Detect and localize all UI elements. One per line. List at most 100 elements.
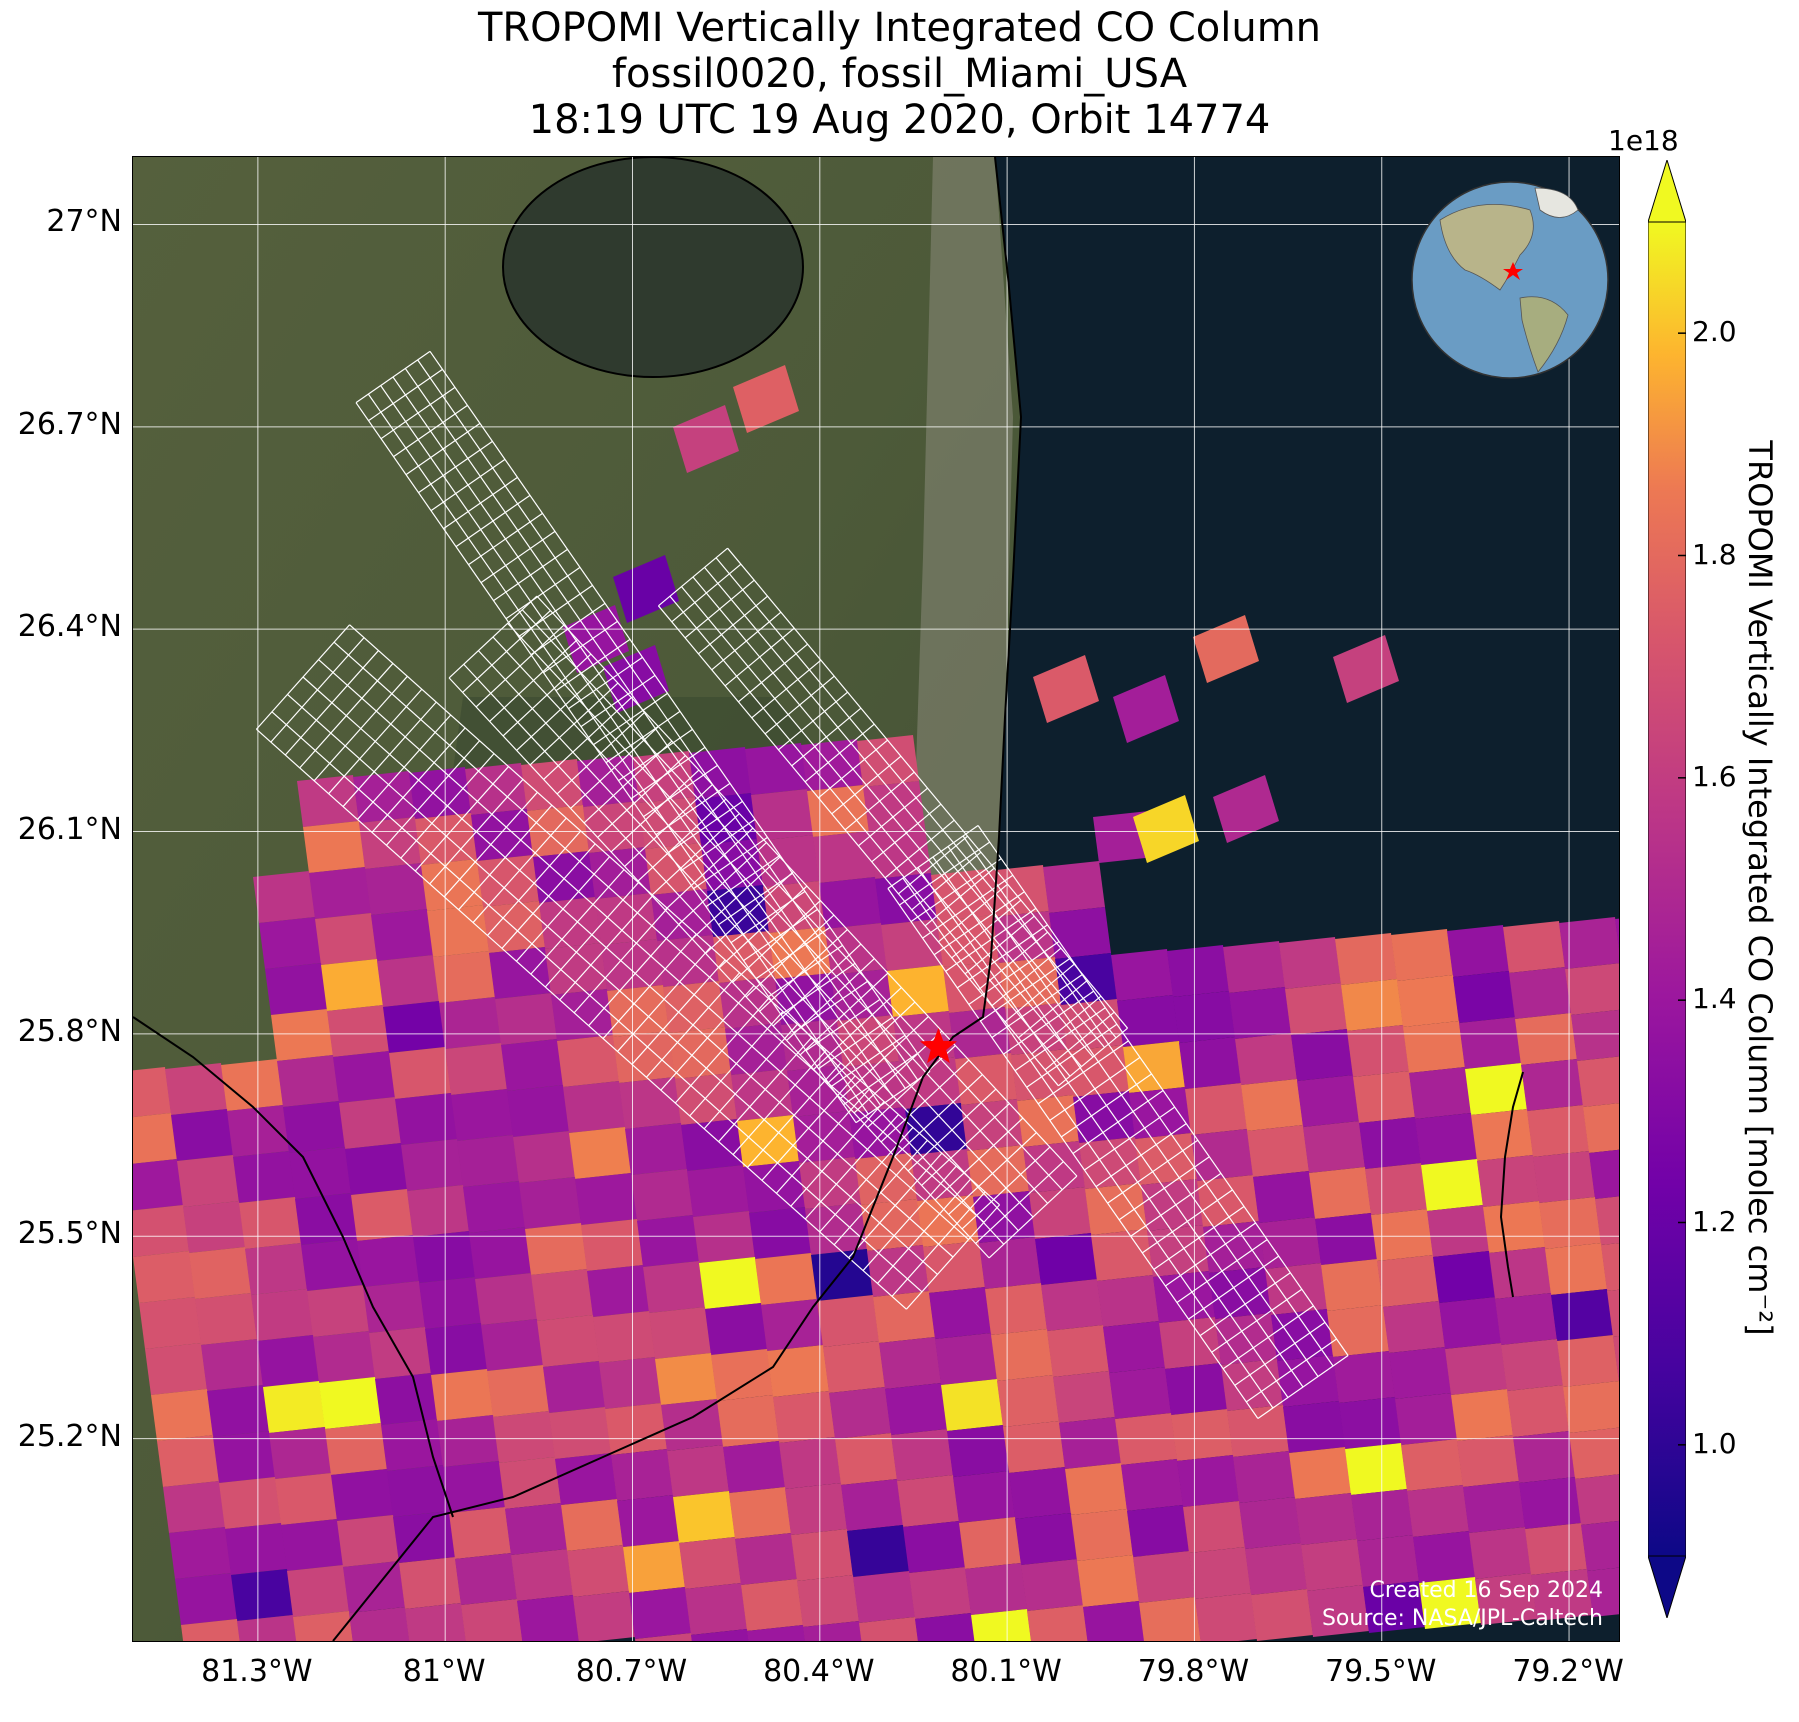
- map-panel[interactable]: Created 16 Sep 2024 Source: NASA/JPL-Cal…: [132, 156, 1620, 1642]
- co-pixel: [237, 1615, 297, 1641]
- co-pixel: [543, 1361, 605, 1413]
- co-pixel: [183, 1201, 245, 1253]
- co-pixel: [1283, 1401, 1345, 1453]
- co-pixel: [393, 1511, 455, 1563]
- co-pixel: [985, 1283, 1047, 1335]
- co-pixel: [1415, 1113, 1477, 1165]
- co-pixel: [1109, 1367, 1171, 1419]
- co-pixel: [561, 1499, 623, 1551]
- co-pixel: [133, 1251, 195, 1303]
- co-pixel: [1427, 1205, 1489, 1257]
- co-pixel: [971, 1609, 1032, 1641]
- co-pixel: [1353, 1071, 1415, 1123]
- co-pixel: [1049, 907, 1111, 959]
- co-pixel: [281, 1519, 343, 1571]
- co-pixel: [251, 1289, 313, 1341]
- globe-greenland: [1534, 187, 1579, 218]
- co-pixel: [965, 1563, 1027, 1615]
- co-pixel: [325, 1423, 387, 1475]
- co-pixel: [481, 1319, 543, 1371]
- co-pixel: [359, 817, 421, 869]
- co-pixel: [1279, 937, 1341, 989]
- co-pixel: [1333, 635, 1399, 703]
- co-pixel: [1179, 1037, 1241, 1089]
- co-pixel: [1407, 1485, 1469, 1537]
- co-pixel: [427, 905, 489, 957]
- co-pixel: [1569, 1427, 1619, 1479]
- co-pixel: [1345, 1443, 1407, 1495]
- co-pixel: [1403, 1021, 1465, 1073]
- co-pixel: [1589, 1149, 1619, 1199]
- map-canvas: [133, 157, 1619, 1641]
- co-pixel: [145, 1343, 207, 1395]
- co-pixel: [581, 1219, 643, 1271]
- co-pixel: [1439, 1297, 1501, 1349]
- co-pixel: [225, 1523, 287, 1575]
- colorbar-tick-marks: [1678, 332, 1686, 1446]
- co-pixel: [1041, 1279, 1103, 1331]
- co-pixel: [1453, 971, 1515, 1023]
- co-pixel: [1085, 1183, 1147, 1235]
- co-pixel: [303, 821, 365, 873]
- co-pixel: [1409, 1067, 1471, 1119]
- colorbar-exponent: 1e18: [1608, 124, 1679, 157]
- co-pixel: [1009, 1467, 1071, 1519]
- co-pixel: [1233, 1451, 1295, 1503]
- co-pixel: [819, 877, 881, 929]
- co-pixel: [757, 835, 819, 887]
- co-pixel: [165, 1063, 227, 1115]
- co-pixel: [999, 957, 1061, 1009]
- co-pixel: [1247, 1125, 1309, 1177]
- co-pixel: [781, 1019, 843, 1071]
- co-pixel: [1451, 1389, 1513, 1441]
- co-pixel: [157, 1435, 219, 1487]
- co-pixel: [1091, 1229, 1153, 1281]
- co-pixel: [401, 1139, 463, 1191]
- co-pixel: [549, 1407, 611, 1459]
- co-pixel: [1189, 1547, 1251, 1599]
- co-pixel: [805, 1203, 867, 1255]
- co-pixel: [1253, 1171, 1315, 1223]
- co-pixel: [1507, 1385, 1569, 1437]
- co-pixel: [171, 1109, 233, 1161]
- co-pixel: [257, 1335, 319, 1387]
- co-pixel: [751, 789, 813, 841]
- co-pixel: [617, 1495, 679, 1547]
- lon-tick-label: 80.4°W: [763, 1654, 875, 1689]
- co-pixel: [407, 1185, 469, 1237]
- co-pixel: [801, 739, 863, 791]
- co-pixel: [1259, 1217, 1321, 1269]
- co-pixel: [461, 1599, 523, 1641]
- co-pixel: [1539, 1197, 1601, 1249]
- co-pixel: [451, 1089, 513, 1141]
- co-pixel: [433, 951, 495, 1003]
- co-pixel: [691, 1629, 749, 1641]
- co-pixel: [419, 1277, 481, 1329]
- co-pixel: [643, 1261, 705, 1313]
- co-pixel: [743, 1161, 805, 1213]
- colorbar: [1648, 160, 1686, 1618]
- co-pixel: [449, 1507, 511, 1559]
- co-pixel: [635, 1633, 693, 1641]
- co-pixel: [1265, 1263, 1327, 1315]
- co-pixel: [1133, 1551, 1195, 1603]
- model-swath: [887, 825, 1349, 1419]
- co-pixel: [1023, 1141, 1085, 1193]
- co-pixel: [1489, 1247, 1551, 1299]
- co-pixel: [791, 1529, 853, 1581]
- co-pixel: [421, 859, 483, 911]
- co-pixel: [1213, 775, 1279, 843]
- co-pixel: [493, 1411, 555, 1463]
- co-pixel: [577, 755, 639, 807]
- co-pixel: [1251, 1589, 1313, 1641]
- co-pixel: [1195, 1593, 1257, 1641]
- co-pixel: [307, 1285, 369, 1337]
- co-pixel: [835, 1433, 897, 1485]
- co-pixel: [1079, 1137, 1141, 1189]
- co-pixel: [531, 1269, 593, 1321]
- co-pixel: [687, 1165, 749, 1217]
- co-pixel: [847, 1525, 909, 1577]
- co-pixel: [1185, 1083, 1247, 1135]
- co-pixel: [1525, 1523, 1587, 1575]
- co-pixel: [1357, 1535, 1419, 1587]
